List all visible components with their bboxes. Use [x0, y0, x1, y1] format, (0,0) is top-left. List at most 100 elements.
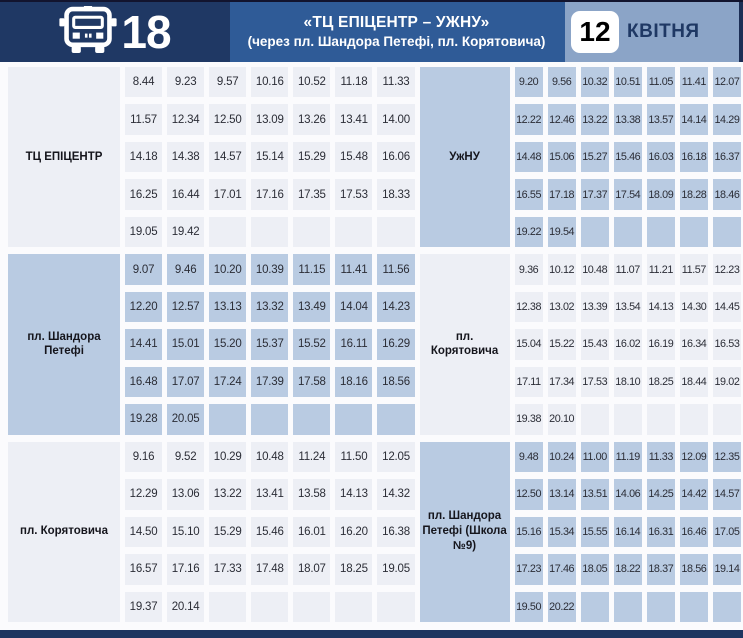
- time-cell: 17.23: [514, 554, 543, 585]
- time-cell: 12.34: [167, 104, 205, 135]
- station-cell: пл. Шандора Петефі: [8, 254, 120, 435]
- time-cell: 15.37: [251, 329, 289, 360]
- time-cell: 17.11: [514, 366, 543, 398]
- time-cell: 16.25: [125, 179, 163, 210]
- empty-cell: [646, 404, 675, 435]
- time-cell: 17.35: [293, 179, 331, 210]
- time-cell: 9.07: [125, 254, 163, 285]
- empty-cell: [251, 216, 289, 248]
- time-cell: 17.33: [209, 554, 247, 585]
- bottom-bar: [0, 630, 743, 638]
- empty-cell: [377, 404, 415, 435]
- time-cell: 19.28: [125, 404, 163, 435]
- time-cell: 14.41: [125, 329, 163, 360]
- time-cell: 10.48: [580, 254, 609, 285]
- time-cell: 14.30: [679, 291, 708, 323]
- time-cell: 11.56: [377, 254, 415, 285]
- time-cell: 9.36: [514, 254, 543, 285]
- time-cell: 14.23: [377, 291, 415, 323]
- time-cell: 15.52: [293, 329, 331, 360]
- time-cell: 19.14: [712, 554, 741, 585]
- station-cell: пл. Шандора Петефі (Школа №9): [419, 441, 510, 622]
- time-cell: 16.14: [613, 516, 642, 548]
- empty-cell: [580, 591, 609, 622]
- time-cell: 19.42: [167, 216, 205, 248]
- time-cell: 14.48: [514, 141, 543, 173]
- time-cell: 18.09: [646, 179, 675, 210]
- time-cell: 18.33: [377, 179, 415, 210]
- time-cell: 13.26: [293, 104, 331, 135]
- time-cell: 14.13: [646, 291, 675, 323]
- empty-cell: [613, 591, 642, 622]
- time-cell: 11.33: [646, 441, 675, 473]
- time-cell: 17.39: [251, 366, 289, 398]
- route-subtitle: (через пл. Шандора Петефі, пл. Корятович…: [247, 33, 546, 49]
- time-cell: 15.29: [293, 141, 331, 173]
- time-cell: 18.44: [679, 366, 708, 398]
- time-cell: 9.16: [125, 441, 163, 473]
- time-cell: 13.32: [251, 291, 289, 323]
- empty-cell: [646, 216, 675, 248]
- time-cell: 9.52: [167, 441, 205, 473]
- time-cell: 9.46: [167, 254, 205, 285]
- time-cell: 16.03: [646, 141, 675, 173]
- time-cell: 20.05: [167, 404, 205, 435]
- time-cell: 19.02: [712, 366, 741, 398]
- time-cell: 17.01: [209, 179, 247, 210]
- time-cell: 15.06: [547, 141, 576, 173]
- time-cell: 12.46: [547, 104, 576, 135]
- time-cell: 16.48: [125, 366, 163, 398]
- time-cell: 12.35: [712, 441, 741, 473]
- time-cell: 13.22: [209, 479, 247, 510]
- time-cell: 14.14: [679, 104, 708, 135]
- time-cell: 16.29: [377, 329, 415, 360]
- route-title-section: «ТЦ ЕПІЦЕНТР – УЖНУ» (через пл. Шандора …: [230, 2, 565, 62]
- time-cell: 10.32: [580, 67, 609, 98]
- time-cell: 10.51: [613, 67, 642, 98]
- time-cell: 19.50: [514, 591, 543, 622]
- time-cell: 14.45: [712, 291, 741, 323]
- time-cell: 16.46: [679, 516, 708, 548]
- time-cell: 16.31: [646, 516, 675, 548]
- time-cell: 17.16: [251, 179, 289, 210]
- time-cell: 9.56: [547, 67, 576, 98]
- empty-cell: [377, 216, 415, 248]
- time-cell: 8.44: [125, 67, 163, 98]
- empty-cell: [580, 216, 609, 248]
- time-cell: 15.22: [547, 329, 576, 360]
- time-cell: 10.39: [251, 254, 289, 285]
- time-cell: 14.25: [646, 479, 675, 510]
- time-cell: 11.57: [679, 254, 708, 285]
- time-cell: 14.38: [167, 141, 205, 173]
- time-cell: 11.33: [377, 67, 415, 98]
- time-cell: 10.12: [547, 254, 576, 285]
- time-cell: 18.56: [377, 366, 415, 398]
- time-cell: 12.09: [679, 441, 708, 473]
- empty-cell: [209, 591, 247, 622]
- empty-cell: [712, 404, 741, 435]
- time-cell: 11.15: [293, 254, 331, 285]
- time-cell: 19.22: [514, 216, 543, 248]
- time-cell: 18.10: [613, 366, 642, 398]
- time-cell: 17.16: [167, 554, 205, 585]
- empty-cell: [335, 404, 373, 435]
- time-cell: 19.37: [125, 591, 163, 622]
- empty-cell: [712, 591, 741, 622]
- time-cell: 16.11: [335, 329, 373, 360]
- time-cell: 15.27: [580, 141, 609, 173]
- time-cell: 14.42: [679, 479, 708, 510]
- empty-cell: [580, 404, 609, 435]
- route-number: 18: [121, 6, 171, 58]
- time-cell: 18.05: [580, 554, 609, 585]
- time-cell: 10.52: [293, 67, 331, 98]
- time-cell: 11.19: [613, 441, 642, 473]
- time-cell: 12.20: [125, 291, 163, 323]
- time-cell: 11.07: [613, 254, 642, 285]
- time-cell: 12.07: [712, 67, 741, 98]
- time-cell: 14.57: [712, 479, 741, 510]
- time-cell: 19.05: [377, 554, 415, 585]
- time-cell: 16.44: [167, 179, 205, 210]
- time-cell: 17.37: [580, 179, 609, 210]
- timetable-grid: ТЦ ЕПІЦЕНТР 8.44 9.23 9.57 10.16 10.52 11.18 11…: [0, 62, 743, 630]
- time-cell: 13.22: [580, 104, 609, 135]
